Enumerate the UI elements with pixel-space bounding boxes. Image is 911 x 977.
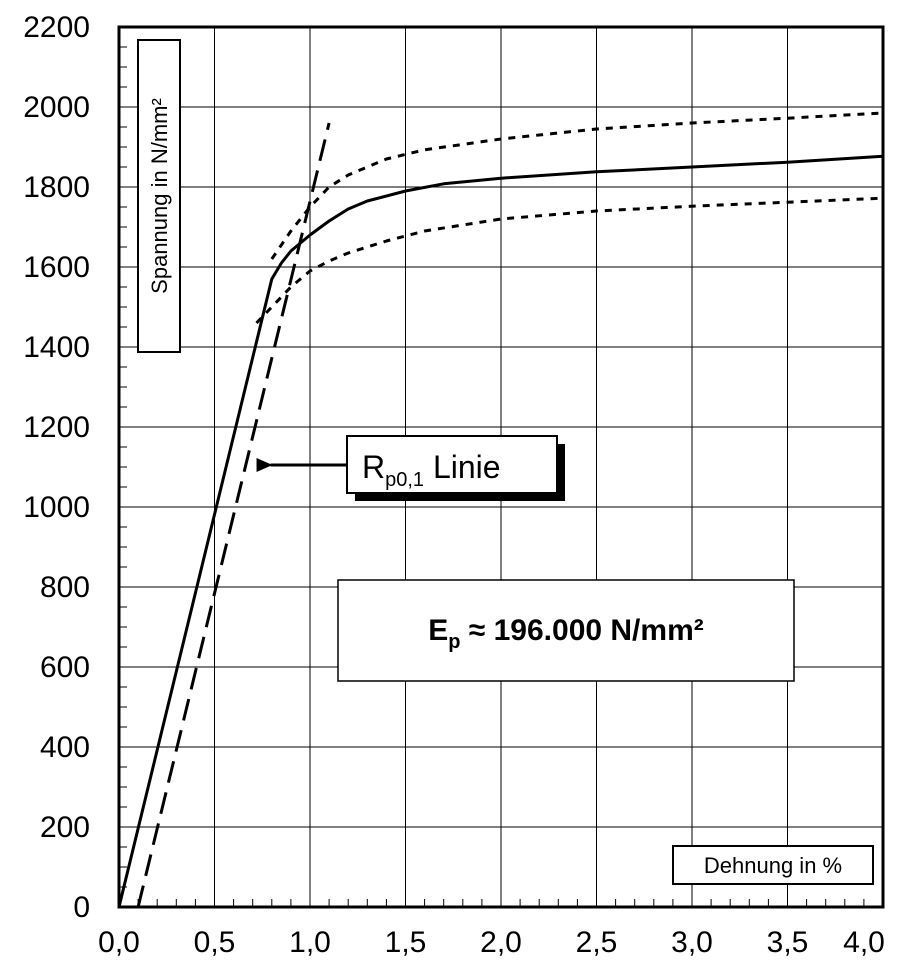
- y-tick-label: 1000: [23, 491, 90, 524]
- series-line-dashed-3: [136, 122, 331, 908]
- x-axis-tick-labels: 0,0 0,5 1,0 1,5 2,0 2,5 3,0 3,5 4,0: [98, 926, 885, 959]
- plot-frame: [117, 25, 885, 909]
- y-tick-label: 1200: [23, 411, 90, 444]
- grid-lines: [119, 27, 883, 907]
- x-tick-label: 2,5: [576, 926, 618, 959]
- x-tick-label: 4,0: [843, 926, 885, 959]
- series-line-dotted-1: [270, 111, 884, 260]
- y-tick-label: 600: [40, 651, 90, 684]
- rp-line-label: Rp0,1 Linie: [362, 449, 501, 491]
- ep-annotation: Ep ≈ 196.000 N/mm²: [337, 579, 795, 682]
- y-tick-label: 1800: [23, 171, 90, 204]
- x-tick-label: 1,5: [385, 926, 427, 959]
- y-axis-tick-labels: 0 200 400 600 800 1000 1200 1400 1600 1800 2000 220…: [23, 11, 90, 924]
- series-group: [117, 111, 884, 908]
- x-tick-label: 3,5: [767, 926, 809, 959]
- y-tick-label: 200: [40, 811, 90, 844]
- y-tick-label: 2000: [23, 91, 90, 124]
- x-axis-label: Dehnung in %: [704, 853, 842, 878]
- y-tick-label: 0: [73, 891, 90, 924]
- series-line-solid-0: [117, 154, 884, 908]
- rp-line-annotation: Rp0,1 Linie: [256, 435, 565, 501]
- x-tick-label: 3,0: [671, 926, 713, 959]
- ep-label: Ep ≈ 196.000 N/mm²: [428, 614, 704, 653]
- y-tick-label: 1400: [23, 331, 90, 364]
- x-tick-label: 0,5: [194, 926, 236, 959]
- y-tick-label: 400: [40, 731, 90, 764]
- x-axis-label-box: Dehnung in %: [672, 845, 874, 885]
- x-tick-label: 0,0: [98, 926, 140, 959]
- x-tick-label: 1,0: [289, 926, 331, 959]
- y-tick-label: 2200: [23, 11, 90, 44]
- x-tick-label: 2,0: [480, 926, 522, 959]
- series-line-dotted-2: [255, 196, 884, 325]
- y-tick-label: 1600: [23, 251, 90, 284]
- y-tick-label: 800: [40, 571, 90, 604]
- y-axis-label: Spannung in N/mm²: [147, 98, 172, 294]
- y-axis-label-box: Spannung in N/mm²: [137, 39, 181, 353]
